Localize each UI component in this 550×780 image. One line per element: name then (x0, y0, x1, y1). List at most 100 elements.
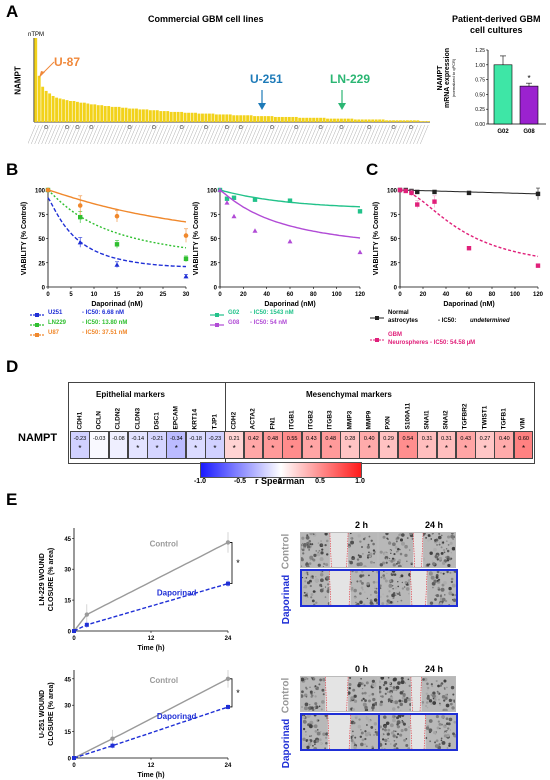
micrograph-cell (438, 722, 442, 726)
heatmap-cell: 0.48 * (320, 431, 341, 459)
heatmap-value: -0.14 (131, 436, 145, 442)
heatmap-value: 0.54 (402, 436, 414, 442)
micrograph-cell (404, 696, 406, 699)
micrograph-cell (354, 742, 356, 745)
micrograph-cell (320, 540, 322, 542)
micrograph-cell (397, 681, 401, 685)
micrograph-cell (452, 538, 454, 540)
legend-swatch (30, 313, 44, 317)
micrograph-cell (439, 703, 442, 706)
panel-a2-ylabel-2: mRNA expression (444, 47, 451, 109)
wound-edge-right (419, 677, 422, 711)
heatmap-row-label: NAMPT (18, 432, 58, 444)
bar (381, 119, 385, 122)
micrograph-cell (400, 677, 404, 680)
legend-item-g02: G02 - IC50: 1543 nM (210, 310, 380, 320)
micrograph-cell (389, 696, 394, 700)
bar (207, 113, 211, 122)
gene-label-snai2: SNAI2 (442, 410, 450, 430)
y-tick-label: 100 (35, 189, 46, 195)
micrograph-cell (380, 677, 385, 680)
micrograph-cell (384, 738, 388, 743)
micrograph-cell (353, 596, 356, 599)
micrograph-cell (309, 555, 314, 560)
micrograph-cell (387, 728, 391, 732)
heatmap-value: 0.48 (325, 436, 337, 442)
micrograph-cell (360, 677, 362, 680)
bar (114, 106, 118, 122)
micrograph-cell (325, 563, 329, 567)
heatmap-cell: 0.31 * (417, 431, 438, 459)
micrograph-cell (374, 731, 377, 734)
cell-line-tick-label (142, 124, 151, 145)
cell-line-tick-label (93, 124, 102, 145)
micrograph-cell (309, 720, 314, 725)
cell-line-tick-label (413, 124, 422, 145)
micrograph-cell (305, 730, 307, 733)
micrograph-cell (304, 571, 307, 575)
colorbar-tick: -0.5 (233, 478, 247, 485)
micrograph-cell (399, 716, 402, 718)
micrograph-cell (374, 701, 377, 706)
a2-ytick-label: 0.75 (475, 78, 485, 84)
micrograph-cell (426, 706, 429, 709)
micrograph-cell (375, 591, 378, 594)
heatmap-value: 0.42 (248, 436, 259, 442)
significance-star: * (236, 558, 240, 568)
micrograph-cell (388, 541, 392, 545)
micrograph-cell (401, 541, 405, 546)
data-point (217, 187, 223, 192)
wound-edge-left (327, 715, 330, 749)
micrograph-cell (368, 574, 370, 577)
micrograph-cell (320, 708, 323, 711)
micrograph-cell (354, 736, 357, 739)
micrograph-cell (365, 715, 368, 718)
micrograph-image (380, 715, 456, 749)
daporinad-line (73, 706, 229, 759)
micrograph-cell (307, 742, 312, 747)
micrograph-cell (309, 724, 313, 729)
legend-name: LN229 (48, 320, 67, 326)
micrograph-cell (387, 677, 390, 679)
micrograph-cell (313, 603, 316, 605)
micrograph-cell (448, 744, 451, 748)
micrograph-cell (316, 729, 319, 731)
micrograph-image (379, 677, 455, 711)
y-tick-label: 25 (38, 261, 45, 267)
cell-line-tick-label (117, 124, 127, 145)
micrograph-cell (317, 542, 320, 544)
cell-line-tick-label (336, 124, 346, 145)
micrograph-cell (312, 577, 314, 579)
wound-edge-right (423, 715, 426, 749)
wound-gap (410, 677, 422, 711)
heatmap-star: * (406, 444, 410, 453)
data-point (45, 187, 51, 193)
cell-line-tick-label (270, 124, 280, 145)
micrograph-cell (392, 563, 396, 567)
y-tick-label: 45 (64, 677, 71, 683)
epi-header: Epithelial markers (96, 390, 165, 399)
micrograph-cell (399, 548, 401, 551)
micrograph-cell (388, 583, 393, 588)
micrograph-cell (316, 731, 321, 736)
micrograph-cell (371, 692, 375, 696)
micrograph-cell (319, 557, 324, 562)
series-line (47, 197, 187, 268)
bar (169, 111, 173, 122)
micrograph-cell (321, 700, 325, 704)
wound-gap (329, 533, 349, 567)
micrograph-cell (380, 733, 384, 738)
gene-label-dsc1: DSC1 (153, 412, 161, 430)
micrograph-cell (435, 594, 440, 598)
bar (131, 108, 135, 122)
micrograph-cell (392, 686, 396, 689)
micrograph-cell (447, 543, 450, 546)
micrograph-cell (433, 556, 435, 558)
bar (426, 121, 430, 122)
legend-name: G02 (228, 310, 240, 316)
legend-swatch (210, 313, 224, 317)
micrograph-cell (383, 725, 387, 729)
a2-ytick-label: 1.00 (475, 63, 485, 69)
micrograph-cell (448, 591, 453, 596)
micrograph-cell (394, 546, 398, 549)
